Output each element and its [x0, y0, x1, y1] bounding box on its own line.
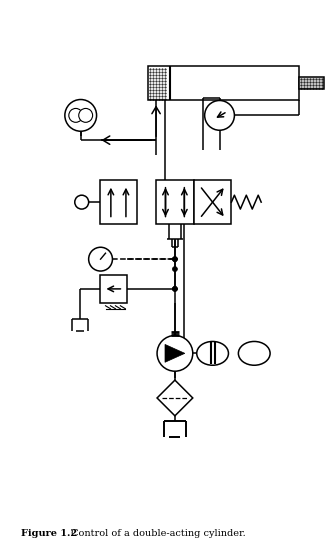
- Bar: [100, 180, 137, 224]
- Circle shape: [89, 247, 113, 271]
- Ellipse shape: [238, 341, 270, 365]
- Text: Control of a double-acting cylinder.: Control of a double-acting cylinder.: [68, 529, 246, 538]
- Circle shape: [173, 266, 178, 271]
- Circle shape: [157, 336, 193, 371]
- Bar: [148, 66, 299, 100]
- Circle shape: [173, 286, 178, 291]
- Ellipse shape: [197, 341, 228, 365]
- Circle shape: [79, 109, 93, 122]
- Bar: [100, 275, 127, 303]
- Circle shape: [75, 195, 89, 209]
- Text: Figure 1.2: Figure 1.2: [21, 529, 77, 538]
- Circle shape: [65, 100, 97, 131]
- Circle shape: [173, 257, 178, 261]
- Polygon shape: [165, 345, 185, 362]
- Bar: [156, 180, 194, 224]
- Circle shape: [205, 100, 234, 130]
- Bar: [299, 77, 324, 89]
- Circle shape: [173, 257, 178, 261]
- Polygon shape: [157, 380, 193, 416]
- Circle shape: [69, 109, 83, 122]
- Bar: [194, 180, 231, 224]
- Circle shape: [173, 286, 178, 291]
